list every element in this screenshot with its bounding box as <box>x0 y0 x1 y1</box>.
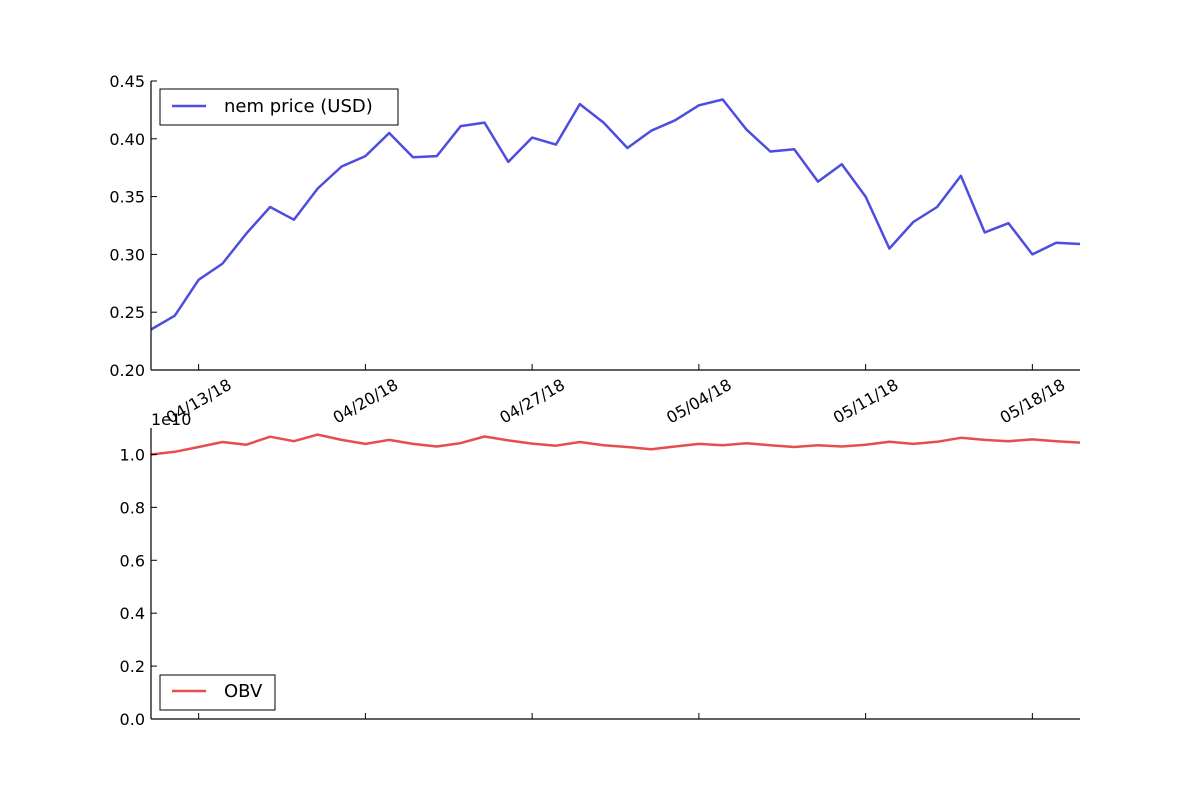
obv-series-line <box>150 433 1081 456</box>
obv-legend: OBV <box>159 674 276 711</box>
x-tick-label: 05/11/18 <box>830 375 902 427</box>
obv-y-tick-label: 0.6 <box>120 551 145 570</box>
obv-axes <box>150 428 1080 720</box>
x-tick-label: 04/27/18 <box>496 375 568 427</box>
price-legend: nem price (USD) <box>159 88 399 126</box>
price-y-tick-label: 0.40 <box>109 130 145 149</box>
price-series-line <box>150 98 1081 331</box>
obv-y-tick-label: 0.8 <box>120 498 145 517</box>
obv-y-tick-label: 1.0 <box>120 445 145 464</box>
price-legend-label: nem price (USD) <box>224 96 373 117</box>
obv-panel: 0.0 0.2 0.4 0.6 0.8 1.0 1e10 OBV <box>120 410 1081 729</box>
obv-legend-label: OBV <box>224 681 263 702</box>
x-tick-label: 04/20/18 <box>330 375 402 427</box>
obv-y-tick-label: 0.4 <box>120 604 145 623</box>
price-series-lines <box>150 98 1081 331</box>
x-tick-label: 05/18/18 <box>997 375 1069 427</box>
obv-legend-box <box>159 674 276 711</box>
x-tick-label: 05/04/18 <box>663 375 735 427</box>
price-y-tick-label: 0.25 <box>109 303 145 322</box>
obv-y-tick-label: 0.0 <box>120 710 145 729</box>
obv-y-tick-label: 0.2 <box>120 657 145 676</box>
obv-series-lines <box>150 433 1081 456</box>
obv-ticks: 0.0 0.2 0.4 0.6 0.8 1.0 <box>120 445 1033 729</box>
price-y-tick-label: 0.35 <box>109 188 145 207</box>
price-legend-box <box>159 88 399 126</box>
price-y-tick-label: 0.20 <box>109 361 145 380</box>
obv-offset-text: 1e10 <box>151 410 191 429</box>
price-axes <box>150 81 1080 371</box>
price-y-tick-label: 0.45 <box>109 72 145 91</box>
price-y-tick-label: 0.30 <box>109 245 145 264</box>
